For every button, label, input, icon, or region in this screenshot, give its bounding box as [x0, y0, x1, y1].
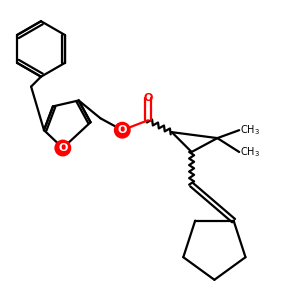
Text: O: O: [58, 143, 68, 153]
Text: O: O: [118, 125, 127, 135]
Text: CH$_3$: CH$_3$: [240, 145, 260, 159]
Text: CH$_3$: CH$_3$: [240, 123, 260, 137]
Text: O: O: [117, 124, 128, 137]
Text: O: O: [58, 142, 68, 154]
Text: O: O: [143, 94, 153, 103]
